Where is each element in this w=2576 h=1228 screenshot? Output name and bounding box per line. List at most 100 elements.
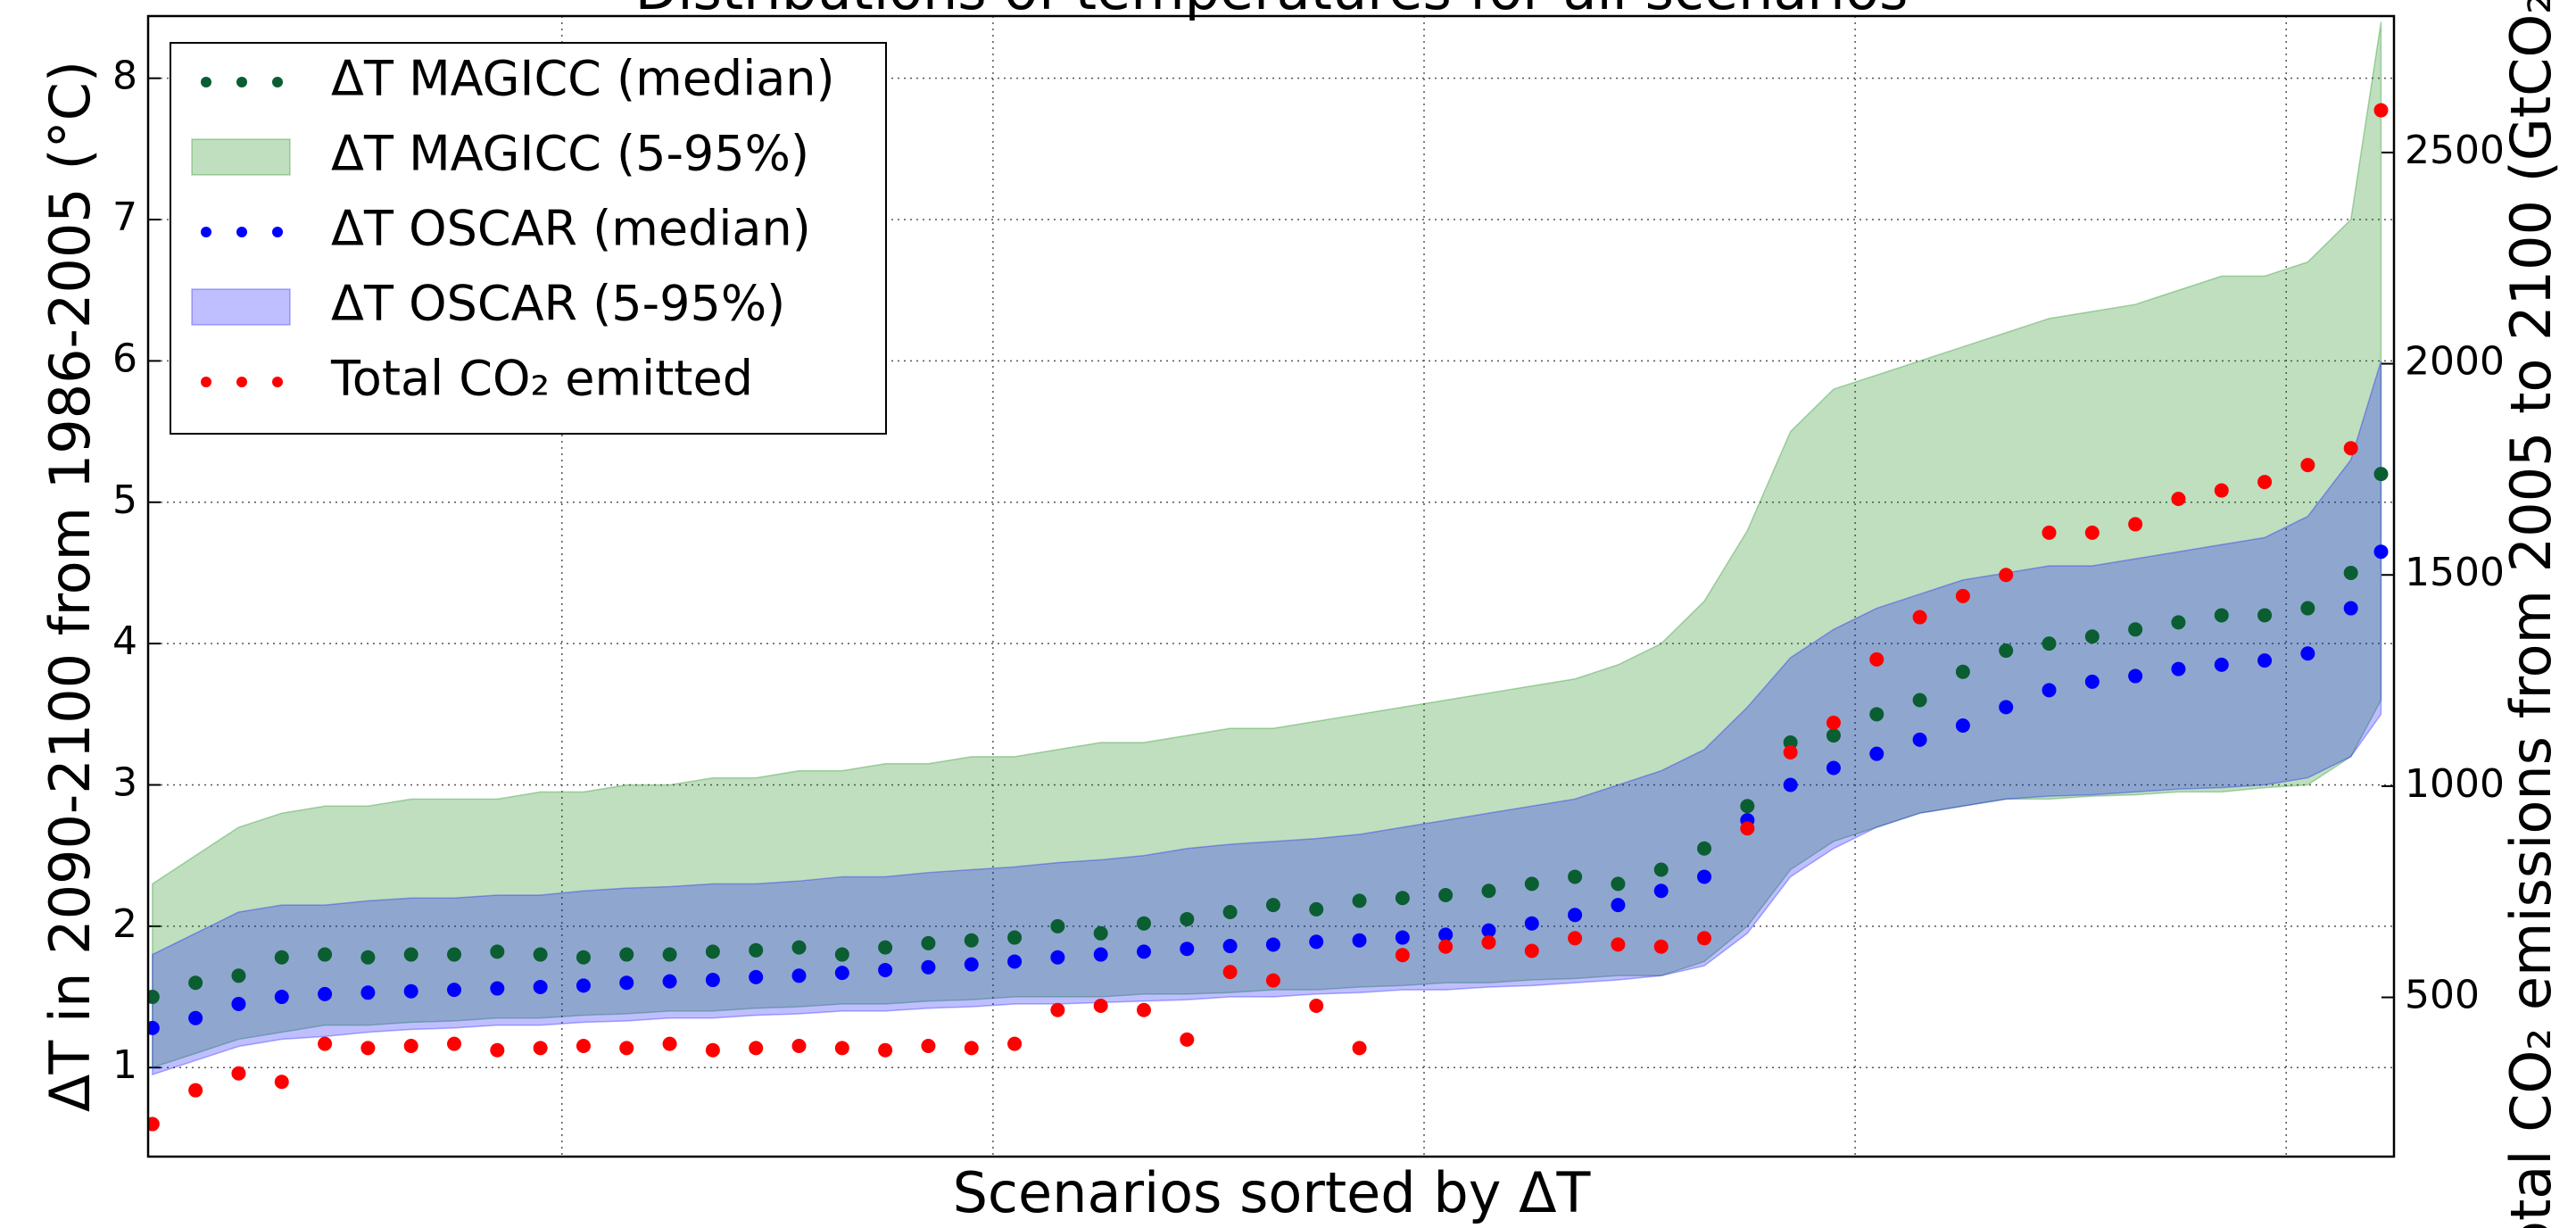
data-point — [148, 1020, 160, 1035]
data-point — [1783, 777, 1798, 792]
data-point — [619, 1041, 634, 1056]
data-point — [1912, 610, 1927, 625]
data-point — [188, 975, 203, 991]
data-point — [274, 990, 289, 1005]
data-point — [2084, 629, 2100, 644]
data-point — [360, 1041, 376, 1056]
data-point — [533, 947, 548, 962]
data-point — [1395, 891, 1410, 906]
data-point — [274, 950, 289, 965]
data-point — [576, 1038, 591, 1053]
data-point — [1438, 927, 1454, 942]
data-point — [1999, 568, 2014, 583]
data-point — [1869, 651, 1884, 667]
y-tick-label: 4 — [112, 618, 137, 664]
data-point — [1352, 1041, 1367, 1056]
data-point — [2214, 657, 2229, 672]
data-point — [188, 1010, 203, 1025]
data-point — [188, 1083, 203, 1098]
data-point — [964, 933, 979, 948]
x-axis-label: Scenarios sorted by ΔT — [953, 1160, 1592, 1225]
data-point — [1265, 973, 1280, 988]
data-point — [1524, 916, 1539, 931]
data-point — [318, 947, 333, 962]
legend-marker — [201, 377, 211, 387]
data-point — [964, 957, 979, 972]
data-point — [1740, 821, 1755, 836]
data-point — [1481, 935, 1496, 950]
data-point — [749, 969, 764, 984]
data-point — [490, 981, 505, 996]
data-point — [2257, 475, 2273, 490]
data-point — [1180, 911, 1195, 926]
data-point — [1869, 707, 1884, 722]
data-point — [1697, 841, 1712, 856]
legend-marker — [236, 77, 247, 87]
data-point — [1352, 933, 1367, 948]
legend-marker — [236, 377, 247, 387]
legend-marker — [272, 77, 283, 87]
data-point — [576, 950, 591, 965]
data-point — [921, 1038, 936, 1053]
data-point — [148, 990, 160, 1005]
data-point — [2257, 653, 2273, 668]
data-point — [1568, 869, 1583, 884]
y-tick-label: 7 — [112, 195, 137, 240]
data-point — [662, 974, 677, 989]
data-point — [964, 1041, 979, 1056]
data-point — [2343, 565, 2358, 580]
data-point — [878, 962, 893, 977]
data-point — [1438, 939, 1454, 954]
data-point — [1653, 939, 1669, 954]
data-point — [1826, 760, 1841, 776]
data-point — [2042, 525, 2057, 540]
data-point — [1912, 732, 1927, 747]
data-point — [1611, 876, 1626, 892]
data-point — [447, 1036, 462, 1051]
data-point — [1697, 869, 1712, 884]
data-point — [490, 1042, 505, 1058]
data-point — [447, 983, 462, 998]
data-point — [2042, 636, 2057, 651]
data-point — [1481, 923, 1496, 938]
data-point — [533, 1041, 548, 1056]
data-point — [2373, 467, 2389, 482]
data-point — [148, 1116, 160, 1132]
data-point — [834, 1041, 849, 1056]
data-point — [1955, 718, 1970, 733]
data-point — [1481, 884, 1496, 899]
y2-axis-label: Total CO₂ emissions from 2005 to 2100 (G… — [2498, 0, 2564, 1228]
data-point — [2128, 668, 2143, 684]
data-point — [2343, 601, 2358, 616]
data-point — [1222, 939, 1238, 954]
legend-label: ΔT OSCAR (median) — [331, 201, 811, 257]
data-point — [2171, 615, 2186, 630]
data-point — [1093, 999, 1108, 1014]
data-point — [1653, 884, 1669, 899]
data-point — [791, 940, 807, 955]
data-point — [2214, 483, 2229, 498]
data-point — [2373, 103, 2389, 118]
data-point — [1222, 905, 1238, 920]
data-point — [1222, 965, 1238, 980]
data-point — [274, 1074, 289, 1090]
legend-swatch — [191, 288, 291, 326]
legend-marker — [201, 77, 211, 87]
data-point — [662, 1036, 677, 1051]
data-point — [1352, 893, 1367, 909]
data-point — [749, 1041, 764, 1056]
y2-tick-label: 1500 — [2405, 550, 2505, 595]
data-point — [2084, 525, 2100, 540]
data-point — [1265, 937, 1280, 952]
data-point — [705, 973, 720, 988]
plot-frame — [146, 14, 2396, 1158]
y2-tick-label: 2500 — [2405, 128, 2505, 173]
data-point — [1611, 937, 1626, 952]
data-point — [791, 968, 807, 983]
data-point — [1007, 930, 1023, 945]
data-point — [2171, 661, 2186, 676]
legend-box — [170, 42, 887, 435]
data-point — [1826, 715, 1841, 730]
data-point — [1050, 950, 1065, 965]
